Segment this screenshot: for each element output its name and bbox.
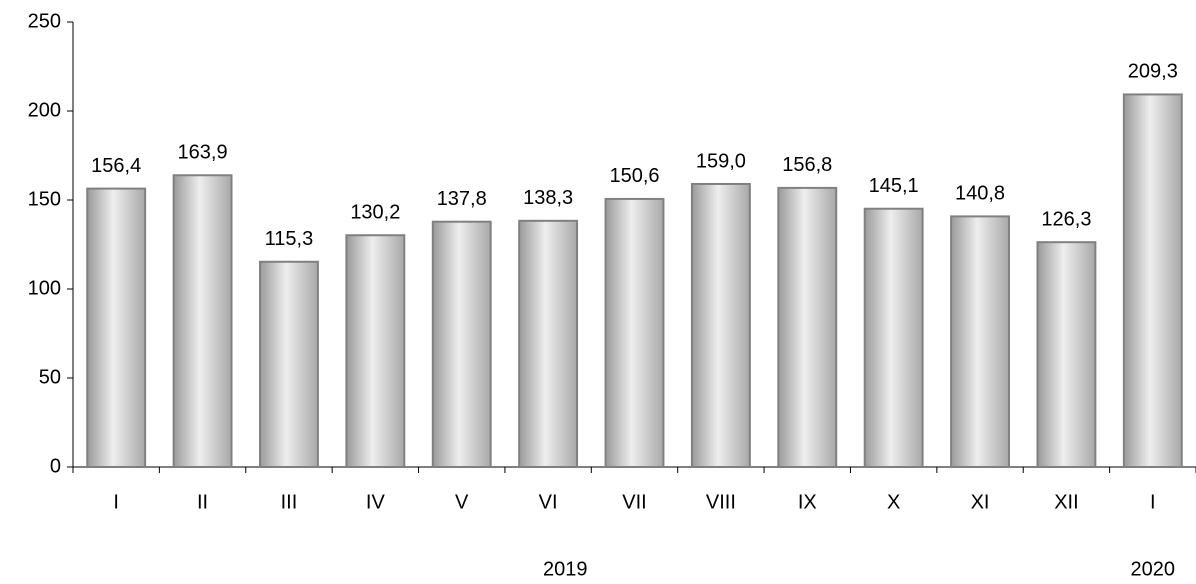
bar (431, 220, 492, 468)
value-label: 150,6 (609, 165, 659, 187)
bar (172, 174, 233, 468)
value-label: 138,3 (523, 187, 573, 209)
value-label: 140,8 (955, 183, 1005, 205)
x-tick-label: VII (622, 491, 646, 513)
x-tick-label: I (1150, 491, 1156, 513)
value-label: 159,0 (696, 150, 746, 172)
group-label: 2019 (543, 558, 588, 580)
value-label: 156,8 (782, 154, 832, 176)
x-tick-label: III (281, 491, 298, 513)
value-label: 209,3 (1128, 61, 1178, 83)
x-tick-label: XII (1054, 491, 1078, 513)
bar (1122, 93, 1183, 468)
bar (518, 219, 579, 468)
x-tick-label: V (455, 491, 469, 513)
y-tick-label: 100 (28, 277, 61, 299)
bar (259, 260, 319, 468)
x-tick-label: I (113, 491, 119, 513)
bar (863, 207, 924, 469)
x-tick-label: IX (798, 491, 817, 513)
value-label: 163,9 (178, 142, 228, 164)
value-label: 145,1 (869, 175, 919, 197)
value-label: 137,8 (437, 188, 487, 210)
bar (1036, 241, 1097, 468)
x-tick-label: X (887, 491, 900, 513)
value-label: 156,4 (91, 155, 141, 177)
y-tick-label: 0 (50, 455, 61, 477)
value-label: 130,2 (350, 202, 400, 224)
y-tick-label: 150 (28, 188, 61, 210)
x-tick-label: VI (539, 491, 558, 513)
bar (86, 187, 147, 468)
x-tick-label: II (197, 491, 208, 513)
bar (604, 197, 665, 468)
bar (777, 186, 838, 468)
y-tick-label: 250 (28, 10, 61, 32)
y-tick-label: 50 (39, 366, 61, 388)
x-tick-label: VIII (706, 491, 736, 513)
y-tick-label: 200 (28, 99, 61, 121)
value-label: 126,3 (1041, 208, 1091, 230)
bar (690, 182, 751, 468)
bar (345, 234, 406, 468)
bar (950, 215, 1010, 468)
value-label: 115,3 (265, 228, 314, 250)
group-label: 2020 (1131, 558, 1176, 580)
x-tick-label: IV (366, 491, 386, 513)
x-tick-label: XI (971, 491, 990, 513)
